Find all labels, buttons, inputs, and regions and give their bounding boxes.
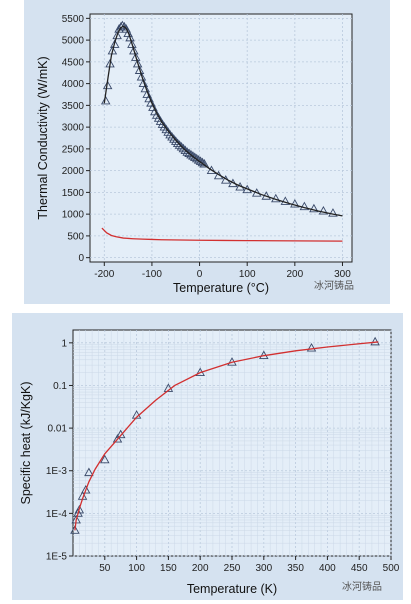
- chart1-y-tick-label: 2000: [62, 166, 85, 177]
- chart1-data-point: [309, 203, 319, 213]
- chart2-x-axis-label: Temperature (K): [187, 582, 277, 596]
- chart2-data-point: [306, 343, 317, 352]
- chart2-grid: [73, 330, 392, 557]
- chart1-fit-line: [103, 25, 343, 217]
- chart1-data-point: [172, 138, 183, 148]
- chart2-x-tick-label: 100: [128, 563, 145, 574]
- chart2-data-point: [74, 504, 85, 514]
- chart1-data-point: [132, 58, 143, 68]
- chart1-watermark: 冰河铸品: [314, 279, 354, 292]
- chart1-data-point: [127, 39, 137, 48]
- chart1-x-tick-label: -100: [142, 269, 162, 280]
- specific-heat-chart: 50 100 150 200 250 300 350 400 450 500 1E-5 1E-4 1E-…: [12, 313, 403, 600]
- chart2-data-point: [370, 336, 380, 346]
- chart1-y-tick-label: 0: [78, 253, 84, 264]
- chart1-data-point: [328, 208, 338, 217]
- chart1-x-tick-label: 200: [286, 269, 303, 280]
- chart2-y-axis-label: Specific heat (kJ/KgK): [19, 382, 33, 505]
- chart1-data-point: [167, 132, 177, 141]
- chart2-x-tick-label: 350: [287, 563, 304, 574]
- chart1-data-point: [129, 45, 139, 55]
- chart2-y-tick-label: 0.01: [48, 424, 68, 435]
- chart1-data-point: [110, 39, 120, 48]
- chart2-y-tick-label: 1E-4: [46, 509, 68, 520]
- chart2-data-point: [163, 383, 174, 392]
- chart1-data-point: [280, 196, 291, 205]
- chart1-data-point: [184, 148, 194, 158]
- chart1-data-point: [180, 145, 191, 155]
- chart1-y-tick-label: 1500: [62, 188, 85, 199]
- chart1-data-point: [102, 80, 113, 90]
- chart2-x-tick-label: 400: [319, 563, 336, 574]
- chart2-data-point: [80, 485, 91, 494]
- chart2-x-tick-label: 450: [351, 563, 368, 574]
- chart1-data-point: [182, 147, 192, 156]
- chart1-data-point: [251, 188, 262, 197]
- chart2-y-tick-label: 1E-5: [46, 552, 68, 563]
- chart1-data-point: [130, 52, 141, 61]
- chart2-series: [70, 336, 380, 534]
- chart1-y-tick-label: 3000: [62, 123, 85, 134]
- chart1-data-point: [140, 83, 151, 93]
- chart1-y-tick-label: 5500: [62, 14, 85, 25]
- chart2-y-tick-label: 1E-3: [46, 466, 68, 477]
- chart1-data-point: [176, 142, 187, 151]
- chart1-data-point: [206, 165, 217, 175]
- chart1-data-point: [318, 205, 329, 215]
- chart1-x-tick-label: 100: [239, 269, 256, 280]
- chart1-plot-area: [89, 13, 353, 263]
- chart2-y-tick-label: 1: [61, 338, 67, 349]
- chart1-y-tick-label: 3500: [62, 101, 85, 112]
- chart1-y-tick-label: 5000: [62, 36, 85, 47]
- chart1-x-tick-label: 0: [197, 269, 203, 280]
- chart2-x-tick-label: 150: [160, 563, 177, 574]
- chart1-data-point: [170, 136, 181, 145]
- chart1-series: [100, 20, 343, 242]
- chart2-x-tick-label: 300: [255, 563, 272, 574]
- chart1-data-point: [138, 78, 149, 88]
- chart1-data-point: [290, 199, 300, 208]
- chart1-data-point: [169, 134, 179, 143]
- chart1-tick-labels: -200 -100 0 100 200 3000500100015002000250030…: [62, 14, 352, 280]
- chart1-data-point: [134, 65, 145, 74]
- thermal-conductivity-chart: -200 -100 0 100 200 3000500100015002000250030…: [24, 0, 390, 304]
- chart2-y-tick-label: 0.1: [53, 381, 67, 392]
- chart2-data-point: [100, 454, 110, 464]
- chart1-data-point: [165, 129, 175, 139]
- chart1-data-point: [299, 201, 310, 211]
- chart1-data-point: [178, 143, 189, 153]
- chart2-x-tick-label: 50: [99, 563, 111, 574]
- chart1-data-point: [117, 20, 128, 30]
- chart1-data-point: [125, 32, 135, 42]
- chart1-data-point: [174, 140, 185, 149]
- chart1-y-tick-label: 1000: [62, 210, 85, 221]
- chart1-lower-line: [101, 227, 343, 242]
- chart1-x-axis-label: Temperature (°C): [173, 281, 269, 295]
- chart2-tick-labels: 50 100 150 200 250 300 350 400 450 500 1E-5 1E-4 1E-…: [46, 338, 400, 574]
- chart1-x-tick-label: 300: [334, 269, 351, 280]
- chart2-data-point: [84, 467, 94, 477]
- chart1-y-tick-label: 4000: [62, 79, 85, 90]
- chart1-data-point: [136, 71, 147, 81]
- chart2-x-tick-label: 200: [192, 563, 209, 574]
- chart1-x-tick-label: -200: [94, 269, 114, 280]
- chart1-y-tick-label: 500: [67, 231, 84, 242]
- chart2-data-point: [112, 434, 123, 443]
- chart1-y-tick-label: 2500: [62, 144, 85, 155]
- chart2-x-tick-label: 500: [383, 563, 400, 574]
- chart1-y-tick-label: 4500: [62, 57, 85, 68]
- chart1-data-point: [186, 149, 196, 159]
- chart2-watermark: 冰河铸品: [342, 580, 382, 593]
- chart1-grid: [90, 14, 352, 262]
- chart2-fit-line: [74, 341, 379, 531]
- chart1-data-point: [112, 30, 122, 40]
- chart1-data-point: [100, 95, 111, 105]
- chart1-y-axis-label: Thermal Conductivity (W/mK): [36, 56, 50, 219]
- chart2-x-tick-label: 250: [224, 563, 241, 574]
- chart2-data-point: [70, 525, 80, 534]
